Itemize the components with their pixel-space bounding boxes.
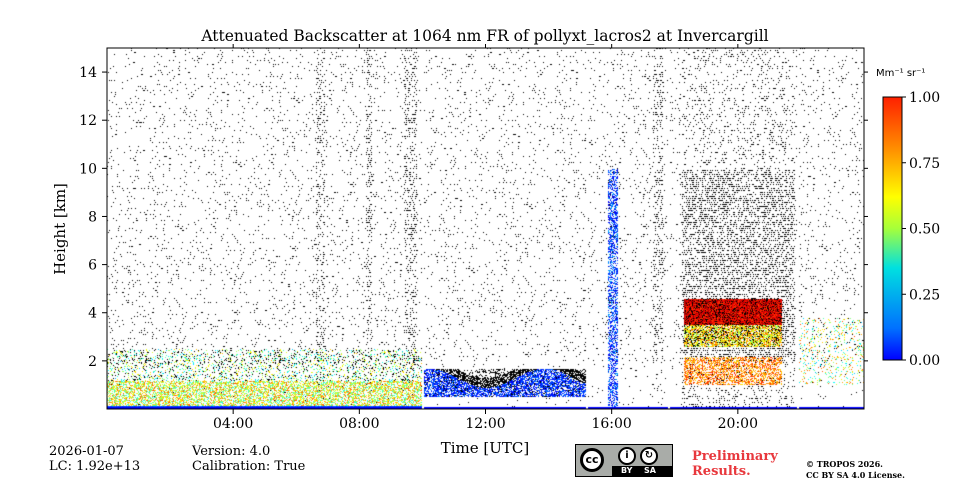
y-tick-label: 6 <box>88 258 97 274</box>
backscatter-heatmap <box>107 48 864 409</box>
cc-icon: cc <box>580 448 604 472</box>
y-tick-label: 8 <box>88 209 97 225</box>
cc-by-label: BY <box>621 466 633 475</box>
cc-sa-label: SA <box>644 466 656 475</box>
colorbar-unit: Mm⁻¹ sr⁻¹ <box>876 68 925 79</box>
date-label: 2026-01-07 <box>49 444 124 459</box>
y-axis-label: Height [km] <box>51 183 69 275</box>
x-axis-label: Time [UTC] <box>441 439 530 457</box>
y-tick-label: 10 <box>79 161 97 177</box>
preliminary-line-1: Preliminary <box>692 449 778 464</box>
colorbar-tick-label: 1.00 <box>909 90 940 106</box>
preliminary-notice: Preliminary Results. <box>692 449 778 479</box>
x-tick-label: 20:00 <box>718 416 758 432</box>
x-tick-label: 08:00 <box>339 416 379 432</box>
colorbar-tick-label: 0.75 <box>909 156 940 172</box>
x-tick-label: 16:00 <box>591 416 631 432</box>
copyright-notice: © TROPOS 2026. CC BY SA 4.0 License. <box>806 459 905 481</box>
y-tick-label: 14 <box>79 65 97 81</box>
colorbar <box>882 96 903 361</box>
share-alike-icon: ↻ <box>640 447 658 465</box>
cc-label-strip <box>612 466 672 476</box>
y-tick-label: 2 <box>88 354 97 370</box>
colorbar-tick-label: 0.50 <box>909 222 940 238</box>
lidar-constant-label: LC: 1.92e+13 <box>49 459 141 474</box>
colorbar-tick-label: 0.25 <box>909 287 940 303</box>
y-tick-label: 12 <box>79 113 97 129</box>
preliminary-line-2: Results. <box>692 464 751 479</box>
copyright-line-2: CC BY SA 4.0 License. <box>806 470 905 480</box>
cc-logo-area: cc <box>576 445 612 476</box>
colorbar-tick-label: 0.00 <box>909 353 940 369</box>
x-axis-ticks: 04:00 08:00 12:00 16:00 20:00 <box>213 44 758 432</box>
copyright-line-1: © TROPOS 2026. <box>806 459 883 469</box>
colorbar-ticks: 0.00 0.25 0.50 0.75 1.00 <box>902 90 940 369</box>
calibration-label: Calibration: True <box>192 459 306 474</box>
y-tick-label: 4 <box>88 306 97 322</box>
attribution-icon: i <box>618 447 636 465</box>
x-tick-label: 12:00 <box>465 416 505 432</box>
x-tick-label: 04:00 <box>213 416 253 432</box>
chart-title: Attenuated Backscatter at 1064 nm FR of … <box>200 27 768 45</box>
heatmap-layer <box>107 48 864 409</box>
cc-license-badge: cc i ↻ BY SA <box>575 444 673 477</box>
y-axis-ticks: 2 4 6 8 10 12 14 <box>79 65 868 370</box>
version-label: Version: 4.0 <box>192 444 271 459</box>
